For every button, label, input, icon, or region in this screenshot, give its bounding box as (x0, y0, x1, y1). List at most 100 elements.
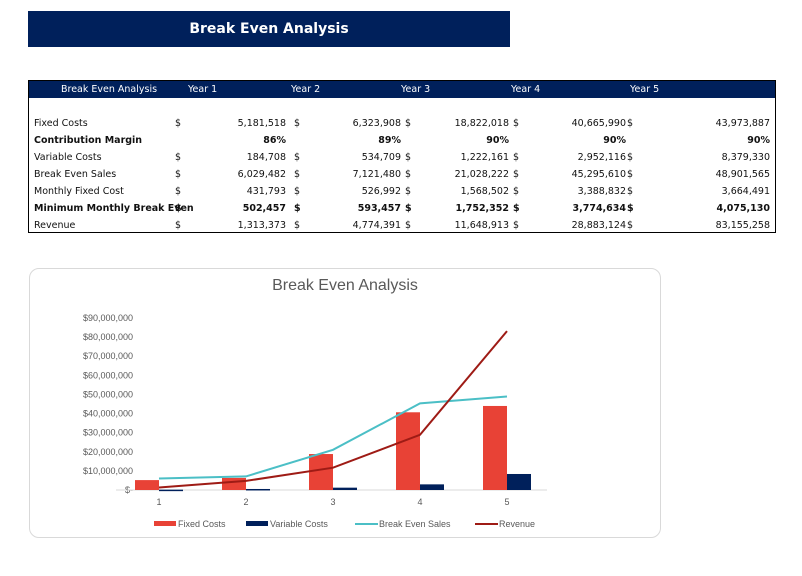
y-tick-label: $70,000,000 (83, 351, 133, 361)
line-revenue (158, 330, 508, 489)
currency-symbol: $ (513, 169, 520, 180)
cell-value: 43,973,887 (715, 118, 770, 129)
bar-fixed-costs (222, 477, 246, 490)
row-label: Contribution Margin (34, 135, 143, 146)
y-tick-label: $90,000,000 (83, 313, 133, 323)
x-tick-label: 4 (417, 497, 422, 507)
currency-symbol: $ (175, 152, 182, 163)
cell-value: 593,457 (357, 203, 401, 214)
row-label: Fixed Costs (34, 118, 88, 129)
cell-value: 3,774,634 (572, 203, 627, 214)
header-year-4: Year 4 (511, 84, 541, 95)
currency-symbol: $ (627, 169, 634, 180)
currency-symbol: $ (627, 118, 634, 129)
legend-label: Variable Costs (270, 519, 328, 529)
page-title: Break Even Analysis (189, 21, 349, 37)
cell-value: 90% (603, 135, 626, 146)
y-tick-label: $40,000,000 (83, 409, 133, 419)
currency-symbol: $ (627, 152, 634, 163)
chart-title: Break Even Analysis (272, 277, 418, 294)
currency-symbol: $ (294, 220, 301, 231)
cell-value: 431,793 (246, 186, 286, 197)
cell-value: 534,709 (361, 152, 401, 163)
currency-symbol: $ (175, 186, 182, 197)
currency-symbol: $ (294, 169, 301, 180)
cell-value: 1,313,373 (237, 220, 286, 231)
currency-symbol: $ (627, 220, 634, 231)
currency-symbol: $ (627, 186, 634, 197)
currency-symbol: $ (405, 186, 412, 197)
cell-value: 21,028,222 (454, 169, 509, 180)
bar-fixed-costs (396, 412, 420, 490)
table-row: Monthly Fixed Cost $431,793 $526,992 $1,568… (29, 184, 775, 201)
bar-fixed-costs (483, 405, 507, 490)
table-row: Minimum Monthly Break Even $502,457 $593,4… (29, 201, 775, 218)
cell-value: 3,388,832 (577, 186, 626, 197)
bar-fixed-costs (309, 454, 333, 490)
cell-value: 18,822,018 (454, 118, 509, 129)
header-year-2: Year 2 (291, 84, 321, 95)
currency-symbol: $ (175, 118, 182, 129)
header-year-5: Year 5 (630, 84, 660, 95)
cell-value: 6,029,482 (237, 169, 286, 180)
currency-symbol: $ (513, 118, 520, 129)
legend-swatch (246, 521, 268, 526)
currency-symbol: $ (513, 203, 520, 214)
table-row: Variable Costs $184,708 $534,709 $1,222,161… (29, 150, 775, 167)
y-tick-label: $20,000,000 (83, 447, 133, 457)
table-row: Break Even Sales $6,029,482 $7,121,480 $21,… (29, 167, 775, 184)
currency-symbol: $ (405, 220, 412, 231)
cell-value: 502,457 (242, 203, 286, 214)
cell-value: 45,295,610 (571, 169, 626, 180)
header-year-1: Year 1 (188, 84, 218, 95)
cell-value: 86% (263, 135, 286, 146)
row-label: Minimum Monthly Break Even (34, 203, 194, 214)
cell-value: 83,155,258 (715, 220, 770, 231)
x-tick-label: 2 (243, 497, 248, 507)
cell-value: 89% (378, 135, 401, 146)
cell-value: 8,379,330 (721, 152, 770, 163)
row-label: Variable Costs (34, 152, 102, 163)
y-tick-label: $30,000,000 (83, 428, 133, 438)
cell-value: 4,075,130 (716, 203, 771, 214)
currency-symbol: $ (405, 203, 412, 214)
cell-value: 2,952,116 (577, 152, 626, 163)
page-title-banner: Break Even Analysis (28, 11, 510, 47)
x-tick-label: 1 (156, 497, 161, 507)
legend-label: Revenue (499, 519, 535, 529)
header-year-3: Year 3 (401, 84, 431, 95)
chart-plot: $-$10,000,000$20,000,000$30,000,000$40,0… (83, 313, 547, 529)
x-tick-label: 3 (330, 497, 335, 507)
bar-fixed-costs (135, 480, 159, 490)
currency-symbol: $ (627, 203, 634, 214)
currency-symbol: $ (294, 203, 301, 214)
cell-value: 90% (486, 135, 509, 146)
y-tick-label: $60,000,000 (83, 370, 133, 380)
row-label: Monthly Fixed Cost (34, 186, 124, 197)
cell-value: 40,665,990 (571, 118, 626, 129)
currency-symbol: $ (294, 152, 301, 163)
currency-symbol: $ (513, 186, 520, 197)
legend-swatch (154, 521, 176, 526)
currency-symbol: $ (405, 169, 412, 180)
cell-value: 6,323,908 (352, 118, 401, 129)
cell-value: 11,648,913 (454, 220, 509, 231)
header-label: Break Even Analysis (61, 84, 158, 95)
currency-symbol: $ (294, 186, 301, 197)
table-row: Contribution Margin 86% 89% 90% 90% 90% (29, 133, 775, 150)
cell-value: 3,664,491 (721, 186, 770, 197)
table-row: Fixed Costs $5,181,518 $6,323,908 $18,822,0… (29, 116, 775, 133)
table-row: Revenue $1,313,373 $4,774,391 $11,648,913 $2… (29, 218, 775, 235)
cell-value: 90% (747, 135, 770, 146)
y-tick-label: $10,000,000 (83, 466, 133, 476)
bar-variable-costs (420, 484, 444, 490)
bar-variable-costs (159, 489, 183, 492)
table-header-row: Break Even Analysis Year 1 Year 2 Year 3… (29, 81, 775, 98)
currency-symbol: $ (175, 203, 182, 214)
y-tick-label: $80,000,000 (83, 332, 133, 342)
currency-symbol: $ (175, 220, 182, 231)
cell-value: 1,752,352 (455, 203, 510, 214)
cell-value: 184,708 (246, 152, 286, 163)
x-tick-label: 5 (504, 497, 509, 507)
currency-symbol: $ (175, 169, 182, 180)
